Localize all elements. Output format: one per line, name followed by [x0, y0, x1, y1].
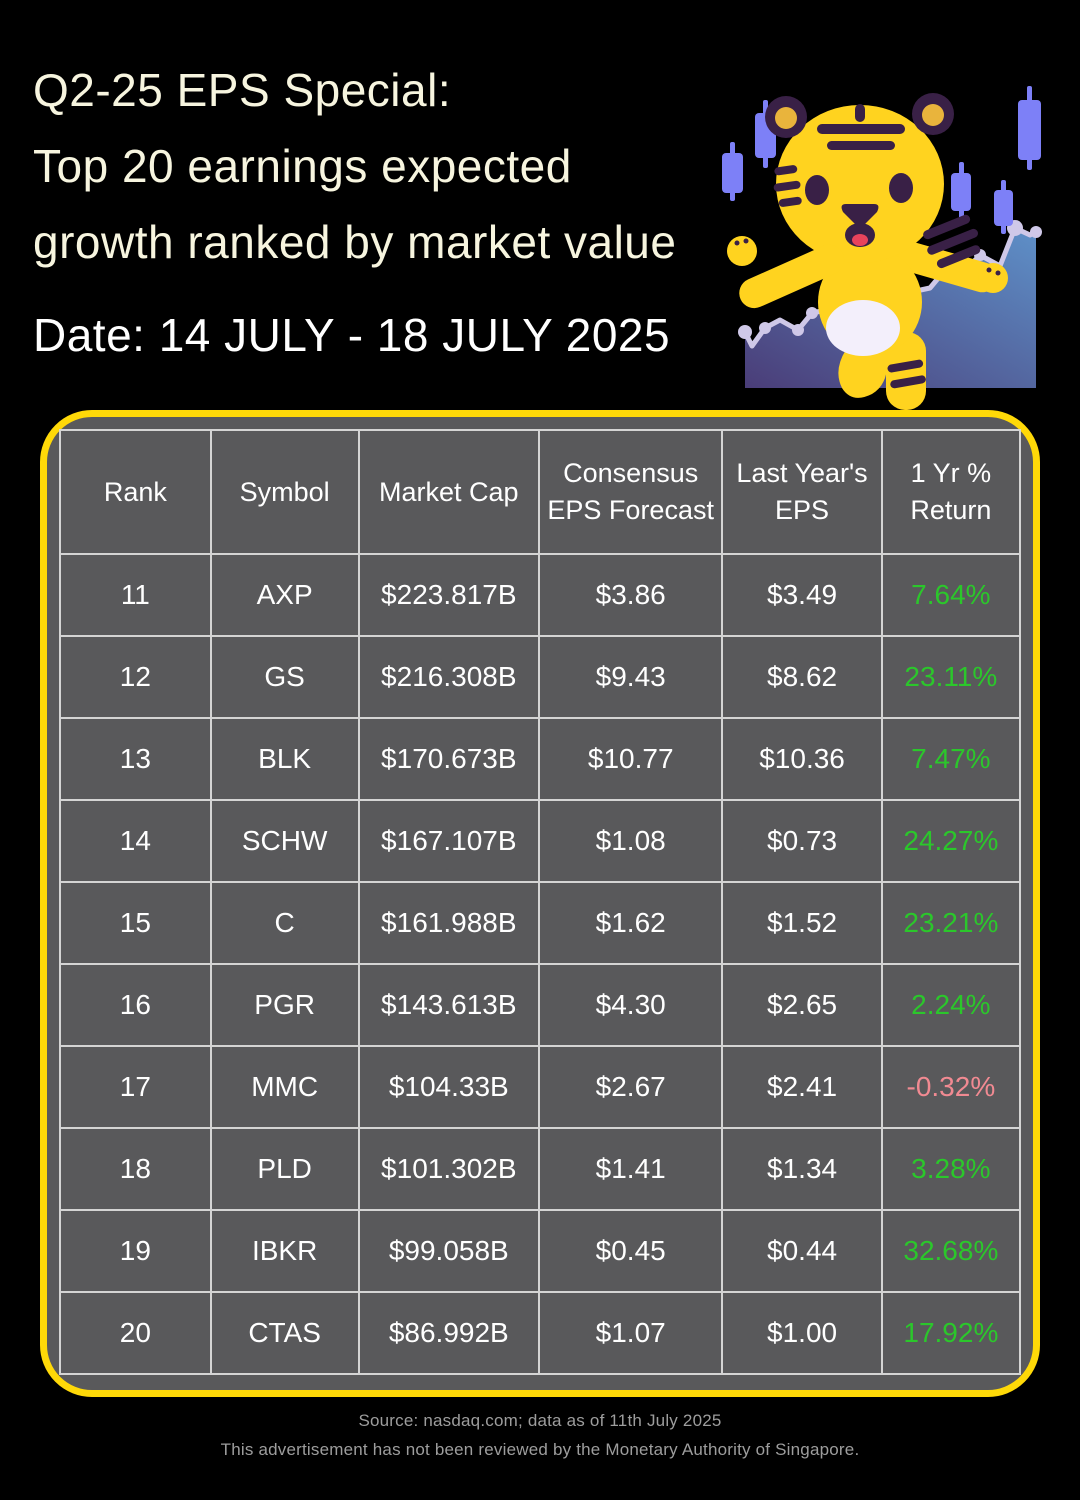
market-cap-cell: $143.613B [357, 963, 541, 1047]
column-header-consensus-eps-forecast: Consensus EPS Forecast [538, 429, 724, 555]
market-cap-cell: $99.058B [357, 1209, 541, 1293]
return-cell: 23.11% [880, 635, 1022, 719]
market-cap-cell: $86.992B [357, 1291, 541, 1375]
disclaimer-text: This advertisement has not been reviewed… [220, 1440, 860, 1459]
rank-cell: 16 [59, 963, 212, 1047]
symbol-cell: PLD [209, 1127, 360, 1211]
symbol-cell: GS [209, 635, 360, 719]
table-row: 20 CTAS $86.992B $1.07 $1.00 17.92% [59, 1291, 1022, 1375]
return-cell: 23.21% [880, 881, 1022, 965]
return-cell: -0.32% [880, 1045, 1022, 1129]
candlestick-icons [722, 86, 1041, 234]
rank-cell: 20 [59, 1291, 212, 1375]
tiger [727, 93, 1008, 410]
consensus-eps-cell: $3.86 [538, 553, 724, 637]
eps-table: Rank Symbol Market Cap Consensus EPS For… [59, 429, 1022, 1375]
rank-cell: 12 [59, 635, 212, 719]
table-row: 16 PGR $143.613B $4.30 $2.65 2.24% [59, 963, 1022, 1047]
market-cap-cell: $104.33B [357, 1045, 541, 1129]
eps-table-frame: Rank Symbol Market Cap Consensus EPS For… [40, 410, 1040, 1397]
symbol-cell: AXP [209, 553, 360, 637]
consensus-eps-cell: $10.77 [538, 717, 724, 801]
header: Q2-25 EPS Special: Top 20 earnings expec… [33, 52, 676, 362]
return-cell: 3.28% [880, 1127, 1022, 1211]
consensus-eps-cell: $1.62 [538, 881, 724, 965]
rank-cell: 17 [59, 1045, 212, 1129]
table-row: 19 IBKR $99.058B $0.45 $0.44 32.68% [59, 1209, 1022, 1293]
symbol-cell: C [209, 881, 360, 965]
column-header-1yr-return: 1 Yr % Return [880, 429, 1022, 555]
table-row: 11 AXP $223.817B $3.86 $3.49 7.64% [59, 553, 1022, 637]
title-line-1: Q2-25 EPS Special: [33, 64, 452, 116]
consensus-eps-cell: $1.07 [538, 1291, 724, 1375]
column-header-symbol: Symbol [209, 429, 360, 555]
tiger-mascot-illustration [700, 70, 1060, 412]
consensus-eps-cell: $1.08 [538, 799, 724, 883]
return-cell: 2.24% [880, 963, 1022, 1047]
consensus-eps-cell: $2.67 [538, 1045, 724, 1129]
forehead-stripes [817, 104, 905, 150]
symbol-cell: PGR [209, 963, 360, 1047]
last-year-eps-cell: $2.41 [721, 1045, 883, 1129]
consensus-eps-cell: $4.30 [538, 963, 724, 1047]
last-year-eps-cell: $1.52 [721, 881, 883, 965]
table-row: 14 SCHW $167.107B $1.08 $0.73 24.27% [59, 799, 1022, 883]
last-year-eps-cell: $0.44 [721, 1209, 883, 1293]
title-line-2: Top 20 earnings expected [33, 140, 572, 192]
return-cell: 7.64% [880, 553, 1022, 637]
symbol-cell: MMC [209, 1045, 360, 1129]
footer: Source: nasdaq.com; data as of 11th July… [0, 1406, 1080, 1464]
market-cap-cell: $216.308B [357, 635, 541, 719]
rank-cell: 14 [59, 799, 212, 883]
last-year-eps-cell: $0.73 [721, 799, 883, 883]
table-row: 17 MMC $104.33B $2.67 $2.41 -0.32% [59, 1045, 1022, 1129]
column-header-last-years-eps: Last Year's EPS [721, 429, 883, 555]
rank-cell: 18 [59, 1127, 212, 1211]
return-cell: 17.92% [880, 1291, 1022, 1375]
market-cap-cell: $101.302B [357, 1127, 541, 1211]
market-cap-cell: $161.988B [357, 881, 541, 965]
table-row: 18 PLD $101.302B $1.41 $1.34 3.28% [59, 1127, 1022, 1211]
symbol-cell: BLK [209, 717, 360, 801]
rank-cell: 19 [59, 1209, 212, 1293]
column-header-rank: Rank [59, 429, 212, 555]
symbol-cell: IBKR [209, 1209, 360, 1293]
title-line-3: growth ranked by market value [33, 216, 677, 268]
column-header-market-cap: Market Cap [357, 429, 541, 555]
last-year-eps-cell: $1.00 [721, 1291, 883, 1375]
tiger-mascot-svg [722, 86, 1042, 410]
table-header-row: Rank Symbol Market Cap Consensus EPS For… [59, 429, 1022, 555]
rank-cell: 13 [59, 717, 212, 801]
symbol-cell: CTAS [209, 1291, 360, 1375]
rank-cell: 11 [59, 553, 212, 637]
table-row: 13 BLK $170.673B $10.77 $10.36 7.47% [59, 717, 1022, 801]
table-row: 12 GS $216.308B $9.43 $8.62 23.11% [59, 635, 1022, 719]
last-year-eps-cell: $10.36 [721, 717, 883, 801]
source-text: Source: nasdaq.com; data as of 11th July… [358, 1411, 722, 1430]
table-row: 15 C $161.988B $1.62 $1.52 23.21% [59, 881, 1022, 965]
market-cap-cell: $223.817B [357, 553, 541, 637]
last-year-eps-cell: $1.34 [721, 1127, 883, 1211]
cheek-stripes-left [773, 165, 802, 207]
consensus-eps-cell: $1.41 [538, 1127, 724, 1211]
return-cell: 24.27% [880, 799, 1022, 883]
symbol-cell: SCHW [209, 799, 360, 883]
cheek-stripes-right [923, 214, 981, 269]
return-cell: 7.47% [880, 717, 1022, 801]
date-range-text: Date: 14 JULY - 18 JULY 2025 [33, 309, 671, 361]
rank-cell: 15 [59, 881, 212, 965]
consensus-eps-cell: $0.45 [538, 1209, 724, 1293]
last-year-eps-cell: $8.62 [721, 635, 883, 719]
return-cell: 32.68% [880, 1209, 1022, 1293]
last-year-eps-cell: $2.65 [721, 963, 883, 1047]
market-cap-cell: $170.673B [357, 717, 541, 801]
last-year-eps-cell: $3.49 [721, 553, 883, 637]
market-cap-cell: $167.107B [357, 799, 541, 883]
consensus-eps-cell: $9.43 [538, 635, 724, 719]
